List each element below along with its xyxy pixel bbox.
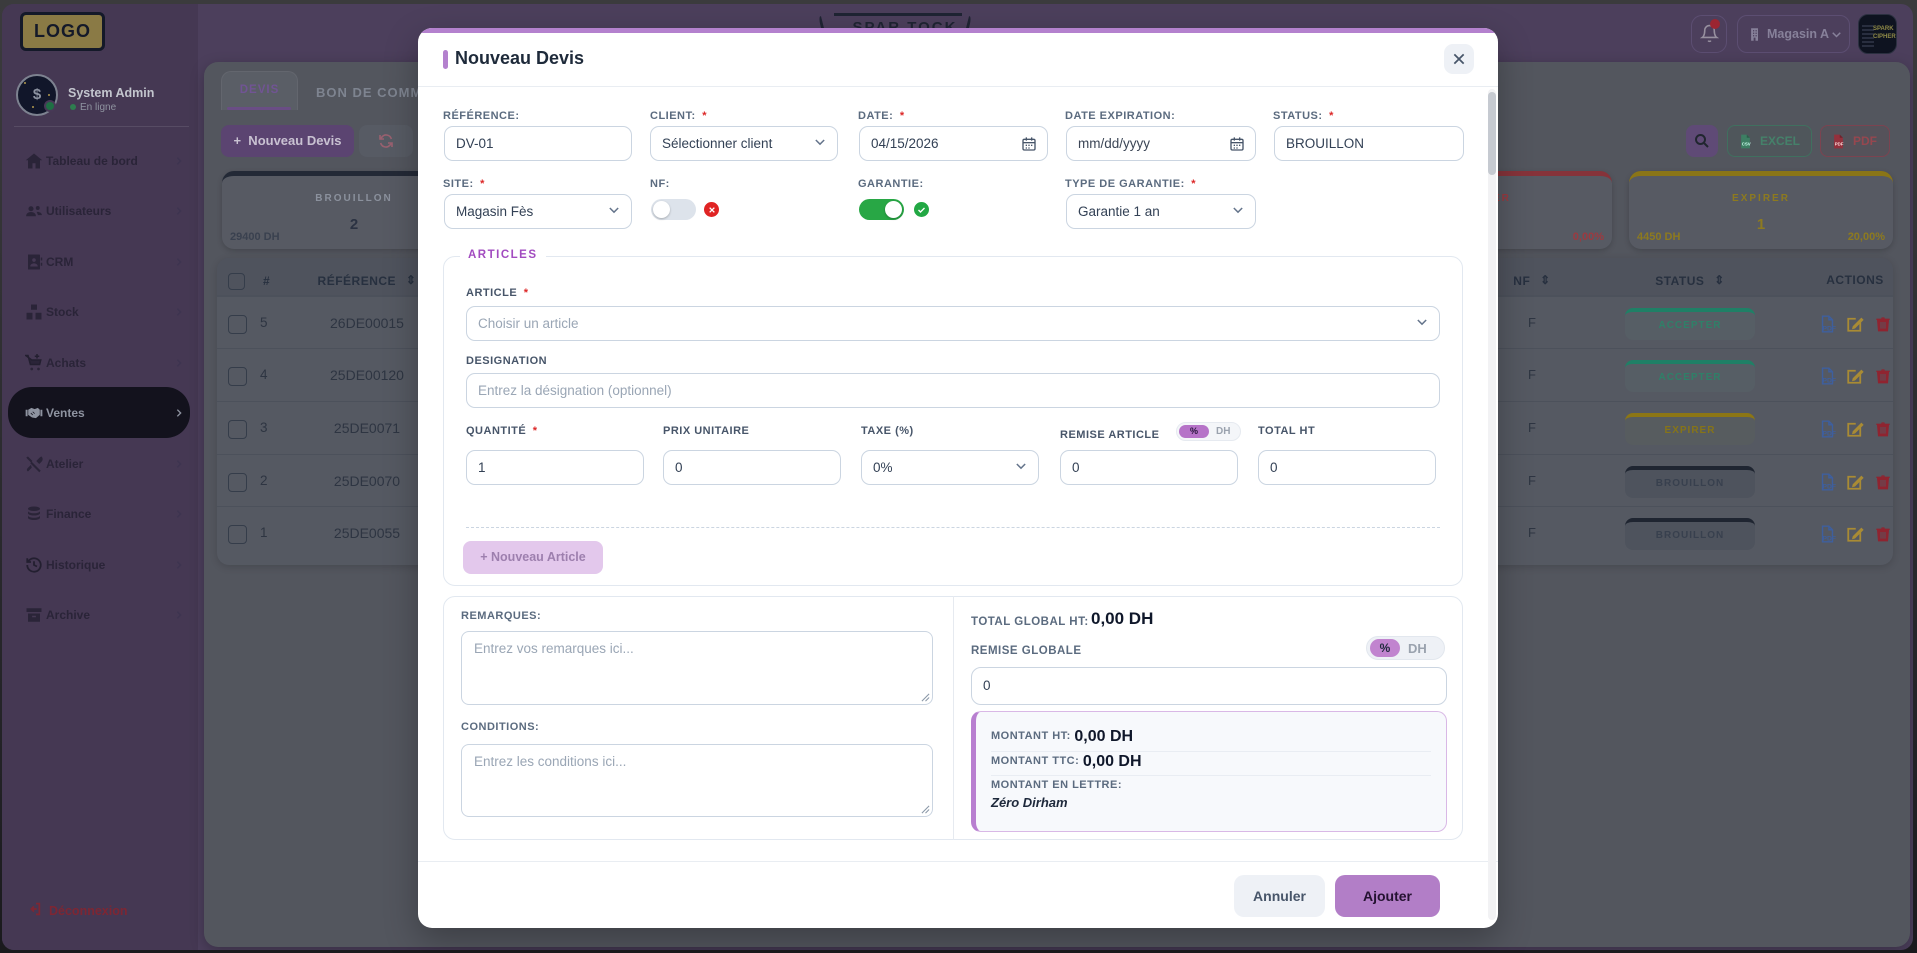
svg-text:PDF: PDF xyxy=(1823,483,1836,490)
svg-text:PDF: PDF xyxy=(1823,430,1836,437)
svg-text:PDF: PDF xyxy=(1823,535,1836,542)
svg-text:PDF: PDF xyxy=(1823,377,1836,384)
svg-text:PDF: PDF xyxy=(1835,141,1844,146)
svg-text:CSV: CSV xyxy=(1742,141,1751,146)
svg-text:PDF: PDF xyxy=(1823,325,1836,332)
